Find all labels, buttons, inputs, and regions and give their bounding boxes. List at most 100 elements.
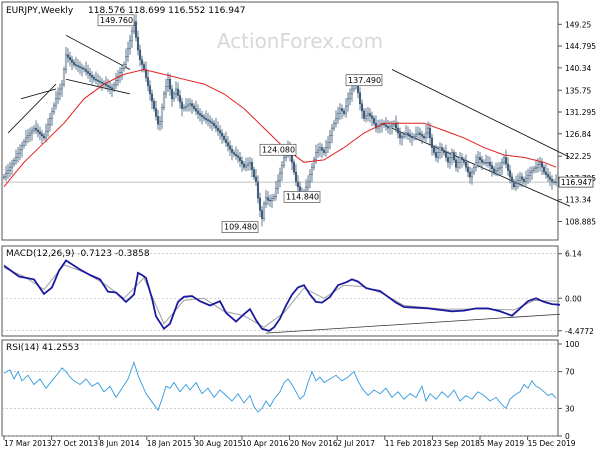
- candle-body: [40, 133, 44, 137]
- candle-body: [144, 69, 148, 78]
- candle-body: [206, 119, 210, 122]
- candle-body: [258, 197, 262, 211]
- candle-body: [70, 59, 74, 63]
- tick-label: 70: [565, 368, 575, 377]
- candle-body: [48, 118, 52, 126]
- tick-label: 6.14: [565, 250, 582, 259]
- candle-body: [364, 115, 368, 119]
- candle-body: [294, 171, 298, 183]
- candle-body: [368, 113, 372, 117]
- candle-body: [542, 166, 546, 173]
- candle-body: [290, 154, 294, 163]
- candle-body: [526, 175, 530, 179]
- macd-axis: 6.14 0.00 -4.4772: [558, 250, 594, 336]
- price-trendline: [65, 34, 131, 70]
- annotation-box: [345, 74, 383, 87]
- candle-body: [10, 163, 14, 168]
- candle-body: [362, 110, 366, 119]
- annotation-box: [259, 143, 297, 156]
- candle-body: [412, 135, 416, 139]
- watermark: ActionForex.com: [217, 29, 383, 53]
- candle-body: [84, 69, 88, 72]
- rsi-axis: 100 70 30 0: [558, 340, 580, 441]
- candle-body: [172, 93, 176, 100]
- candle-body: [166, 79, 170, 87]
- annotation-box: [221, 221, 259, 233]
- x-tick-label: 11 Feb 2018: [385, 439, 432, 448]
- candle-body: [296, 181, 300, 187]
- candle-body: [538, 162, 542, 165]
- ohlc-readout: 118.576 118.699 116.552 116.947: [88, 6, 245, 16]
- candle-body: [216, 127, 220, 131]
- candle-body: [448, 157, 452, 163]
- candle-body: [220, 132, 224, 137]
- tick-label: 30: [565, 404, 575, 413]
- candle-body: [466, 166, 470, 173]
- candle-body: [194, 108, 198, 112]
- candle-body: [498, 166, 502, 170]
- candle-body: [276, 180, 280, 189]
- candle-body: [156, 116, 160, 125]
- candle-body: [264, 197, 268, 205]
- tick-label: 126.84: [565, 130, 591, 139]
- candle-body: [420, 134, 424, 137]
- candle-body: [318, 147, 322, 151]
- candle-body: [396, 127, 400, 134]
- candle-body: [262, 203, 266, 219]
- x-tick-label: 23 Sep 2018: [432, 439, 480, 448]
- candle-body: [42, 135, 46, 139]
- candle-body: [320, 147, 324, 151]
- candle-body: [16, 153, 20, 158]
- candle-body: [208, 120, 212, 123]
- candle-body: [200, 114, 204, 117]
- candle-body: [386, 126, 390, 129]
- price-trendline: [65, 78, 131, 95]
- candle-body: [20, 145, 24, 150]
- candle-body: [390, 124, 394, 127]
- candle-body: [238, 157, 242, 161]
- price-trendline: [391, 69, 571, 158]
- candle-body: [116, 76, 120, 81]
- candle-body: [388, 126, 392, 129]
- tick-label: 100: [565, 340, 580, 349]
- candle-body: [518, 176, 522, 181]
- candle-body: [212, 122, 216, 126]
- candle-body: [394, 122, 398, 129]
- candle-body: [92, 77, 96, 80]
- candle-body: [298, 186, 302, 192]
- price-trendline: [7, 83, 57, 134]
- candle-body: [96, 79, 100, 82]
- candle-body: [372, 118, 376, 124]
- candle-body: [112, 84, 116, 90]
- candle-body: [182, 107, 186, 109]
- x-tick-label: 10 Apr 2016: [242, 439, 289, 448]
- annotation-label: 114.840: [286, 192, 319, 201]
- candle-body: [114, 80, 118, 86]
- candle-body: [384, 124, 388, 127]
- candle-body: [310, 166, 314, 175]
- candle-body: [510, 176, 514, 183]
- tick-label: 149.25: [565, 20, 591, 29]
- candle-body: [536, 164, 540, 168]
- candle-body: [104, 83, 108, 86]
- candle-body: [4, 173, 8, 178]
- candle-body: [86, 71, 90, 74]
- candle-body: [358, 92, 362, 104]
- candle-body: [504, 157, 508, 165]
- annotation-box: [97, 14, 135, 27]
- candle-body: [130, 30, 134, 41]
- candle-body: [32, 127, 36, 131]
- candle-body: [38, 131, 42, 135]
- macd-title: MACD(12,26,9) -0.7123 -0.3858: [6, 249, 150, 259]
- candle-body: [522, 179, 526, 183]
- macd-panel-frame: [1, 245, 559, 337]
- candle-body: [324, 147, 328, 153]
- x-tick-label: 30 Aug 2015: [194, 439, 242, 448]
- candle-body: [160, 107, 164, 122]
- candle-body: [56, 93, 60, 100]
- candle-body: [254, 176, 258, 183]
- candle-body: [230, 149, 234, 153]
- candle-body: [240, 160, 244, 165]
- candle-body: [274, 188, 278, 197]
- candle-body: [532, 168, 536, 171]
